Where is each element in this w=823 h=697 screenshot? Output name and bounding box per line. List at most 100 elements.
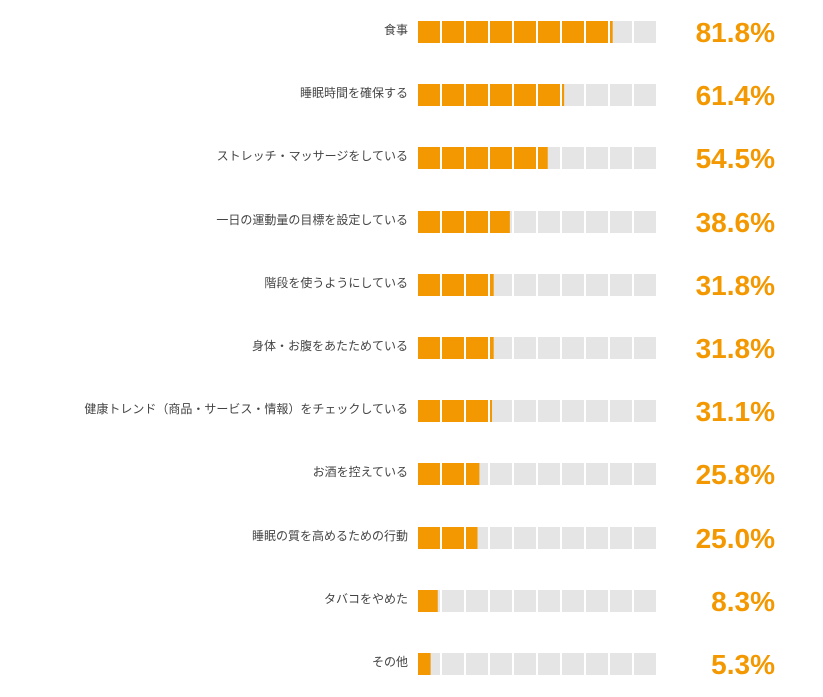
- bar-fill-segment: [466, 147, 488, 169]
- bar-track-segment: [538, 274, 560, 296]
- bar-fill-segment: [466, 84, 488, 106]
- bar-track-segment: [586, 337, 608, 359]
- bar-fill-segment: [466, 274, 488, 296]
- category-label: 食事: [384, 22, 408, 37]
- bar-row: ストレッチ・マッサージをしている 54.5%: [217, 143, 775, 174]
- bar-fill-segment: [562, 84, 565, 106]
- bar-fill-segment: [538, 84, 560, 106]
- value-label: 8.3%: [711, 586, 775, 617]
- bar-fill-segment: [466, 337, 488, 359]
- bar-fill-segment: [586, 21, 608, 43]
- bar-track-segment: [562, 400, 584, 422]
- value-label: 5.3%: [711, 649, 775, 680]
- bar-fill-segment: [442, 463, 464, 485]
- bar-fill-segment: [514, 84, 536, 106]
- bar-track-segment: [634, 21, 656, 43]
- bar-fill-segment: [490, 211, 510, 233]
- bar-row: 健康トレンド（商品・サービス・情報）をチェックしている 31.1%: [84, 396, 775, 427]
- value-label: 81.8%: [696, 17, 775, 48]
- value-label: 38.6%: [696, 207, 775, 238]
- category-label: 身体・お腹をあたためている: [252, 338, 408, 353]
- bar-row: 一日の運動量の目標を設定している 38.6%: [216, 207, 775, 238]
- bar-track-segment: [490, 274, 512, 296]
- category-label: 睡眠の質を高めるための行動: [252, 528, 408, 543]
- bar-track-segment: [538, 653, 560, 675]
- bar-track-segment: [634, 527, 656, 549]
- bar-fill-segment: [490, 84, 512, 106]
- bar-row: 身体・お腹をあたためている 31.8%: [252, 333, 775, 364]
- bar-fill-segment: [538, 147, 548, 169]
- bar-track-segment: [634, 84, 656, 106]
- bar-track-segment: [634, 211, 656, 233]
- value-label: 31.1%: [696, 396, 775, 427]
- bar-track-segment: [610, 211, 632, 233]
- bar-fill-segment: [490, 147, 512, 169]
- bar-track-segment: [442, 653, 464, 675]
- bar-track-segment: [490, 527, 512, 549]
- category-label: 一日の運動量の目標を設定している: [216, 212, 408, 227]
- bar-fill-segment: [466, 21, 488, 43]
- bar-track-segment: [514, 590, 536, 612]
- bar-fill-segment: [466, 463, 480, 485]
- bar-fill-segment: [442, 147, 464, 169]
- chart-rows: 食事 81.8% 睡眠時間を確保する 61.4% ストレッチ・マッサージをしている 54.…: [84, 17, 775, 680]
- category-label: 階段を使うようにしている: [264, 275, 408, 290]
- bar-track-segment: [562, 653, 584, 675]
- bar-track-segment: [634, 590, 656, 612]
- bar-fill-segment: [610, 21, 613, 43]
- bar-track-segment: [538, 337, 560, 359]
- bar-row: その他 5.3%: [372, 649, 775, 680]
- bar-track-segment: [610, 653, 632, 675]
- bar-track-segment: [466, 653, 488, 675]
- bar-fill-segment: [442, 211, 464, 233]
- value-label: 61.4%: [696, 80, 775, 111]
- bar-track-segment: [538, 590, 560, 612]
- bar-row: タバコをやめた 8.3%: [324, 586, 775, 617]
- bar-fill-segment: [490, 274, 494, 296]
- bar-track-segment: [586, 653, 608, 675]
- bar-fill-segment: [418, 400, 440, 422]
- bar-track-segment: [514, 337, 536, 359]
- bar-fill-segment: [418, 590, 438, 612]
- category-label: 睡眠時間を確保する: [300, 85, 408, 100]
- bar-fill-segment: [442, 400, 464, 422]
- bar-track-segment: [586, 274, 608, 296]
- bar-row: 階段を使うようにしている 31.8%: [264, 270, 775, 301]
- bar-fill-segment: [418, 274, 440, 296]
- bar-fill-segment: [490, 400, 493, 422]
- bar-track-segment: [610, 147, 632, 169]
- bar-track-segment: [586, 147, 608, 169]
- bar-track-segment: [610, 274, 632, 296]
- bar-track-segment: [562, 84, 584, 106]
- bar-track-segment: [634, 400, 656, 422]
- bar-row: お酒を控えている 25.8%: [313, 459, 775, 490]
- bar-track-segment: [538, 463, 560, 485]
- bar-fill-segment: [418, 21, 440, 43]
- bar-fill-segment: [490, 21, 512, 43]
- bar-track-segment: [634, 653, 656, 675]
- bar-track-segment: [562, 211, 584, 233]
- category-label: ストレッチ・マッサージをしている: [217, 149, 408, 163]
- bar-track-segment: [490, 653, 512, 675]
- bar-track-segment: [586, 400, 608, 422]
- bar-track-segment: [466, 590, 488, 612]
- bar-row: 食事 81.8%: [384, 17, 775, 48]
- category-label: タバコをやめた: [324, 592, 408, 606]
- bar-track-segment: [586, 211, 608, 233]
- value-label: 25.8%: [696, 459, 775, 490]
- bar-track-segment: [610, 590, 632, 612]
- value-label: 31.8%: [696, 333, 775, 364]
- bar-track-segment: [490, 463, 512, 485]
- bar-fill-segment: [466, 400, 488, 422]
- bar-fill-segment: [442, 274, 464, 296]
- bar-track-segment: [514, 653, 536, 675]
- bar-track-segment: [514, 463, 536, 485]
- bar-fill-segment: [418, 211, 440, 233]
- bar-track-segment: [610, 21, 632, 43]
- bar-track-segment: [538, 211, 560, 233]
- bar-track-segment: [490, 590, 512, 612]
- bar-fill-segment: [538, 21, 560, 43]
- bar-track-segment: [538, 400, 560, 422]
- bar-fill-segment: [418, 527, 440, 549]
- bar-track-segment: [610, 84, 632, 106]
